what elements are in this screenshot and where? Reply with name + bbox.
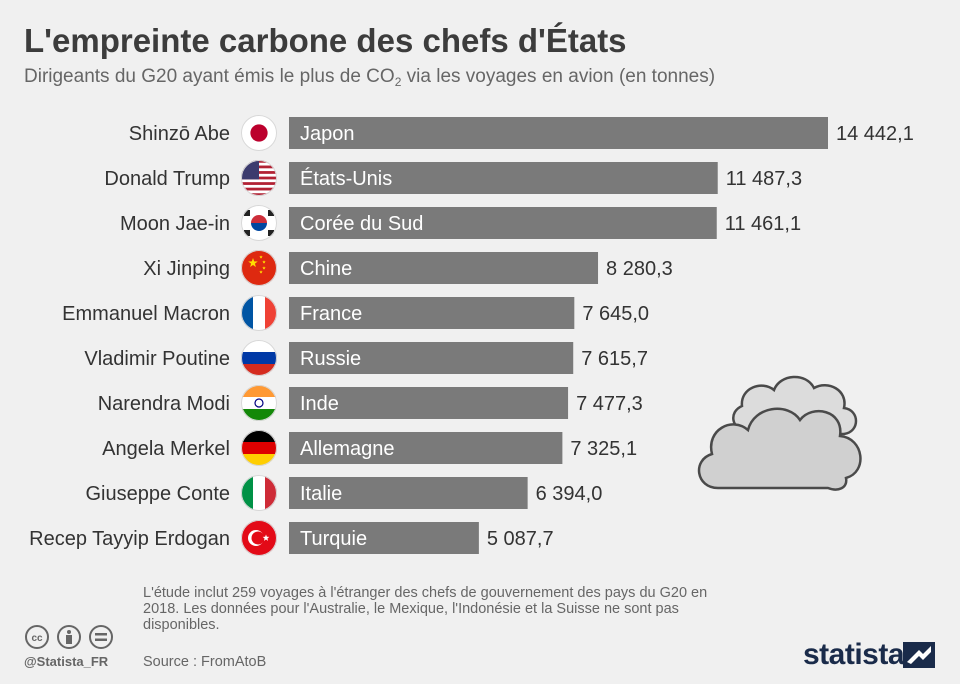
statista-credit: @Statista_FR: [24, 654, 109, 669]
italy-flag: [241, 475, 277, 511]
attribution-icon: [57, 625, 81, 649]
chart-row: Angela Merkel Allemagne 7 325,1: [102, 430, 637, 466]
bar: [289, 387, 569, 419]
chart-row: Recep Tayyip Erdogan Turquie 5 087,7: [29, 520, 554, 556]
svg-text:cc: cc: [31, 633, 43, 644]
chart-row: Vladimir Poutine Russie 7 615,7: [84, 340, 648, 376]
leader-name: Giuseppe Conte: [85, 483, 230, 505]
value-label: 7 615,7: [581, 348, 648, 370]
cloud-icon: [697, 375, 862, 491]
bar: [289, 342, 574, 374]
leader-name: Moon Jae-in: [120, 213, 230, 235]
leader-name: Xi Jinping: [143, 258, 230, 280]
country-label: Italie: [300, 483, 342, 505]
leader-name: Angela Merkel: [102, 438, 230, 460]
country-label: Russie: [300, 348, 361, 370]
value-label: 8 280,3: [606, 258, 673, 280]
south-korea-flag: [241, 205, 277, 241]
value-label: 7 645,0: [582, 303, 649, 325]
value-label: 6 394,0: [536, 483, 603, 505]
value-label: 11 487,3: [726, 168, 802, 190]
source: Source : FromAtoB: [143, 654, 267, 670]
chart-row: Moon Jae-in Corée du Sud 11 461,1: [120, 205, 801, 241]
country-label: Chine: [300, 258, 352, 280]
value-label: 7 325,1: [570, 438, 637, 460]
leader-name: Vladimir Poutine: [84, 348, 230, 370]
country-label: Allemagne: [300, 438, 395, 460]
statista-logo-icon: [903, 642, 935, 668]
chart-row: Giuseppe Conte Italie 6 394,0: [85, 475, 602, 511]
germany-flag: [241, 430, 277, 466]
chart-row: Shinzō Abe Japon 14 442,1: [129, 115, 914, 151]
statista-logo: statista: [803, 638, 905, 671]
cc-icon: cc: [25, 625, 49, 649]
value-label: 5 087,7: [487, 528, 554, 550]
russia-flag: [241, 340, 277, 376]
chart-row: Emmanuel Macron France 7 645,0: [62, 295, 649, 331]
no-derivatives-icon: [89, 625, 113, 649]
leader-name: Donald Trump: [104, 168, 230, 190]
bar-chart: Shinzō Abe Japon 14 442,1 Donald Trump États…: [29, 115, 914, 556]
country-label: Inde: [300, 393, 339, 415]
turkey-flag: [241, 520, 277, 556]
country-label: Corée du Sud: [300, 213, 423, 235]
chart-title: L'empreinte carbone des chefs d'États: [24, 22, 627, 59]
value-label: 14 442,1: [836, 123, 914, 145]
bar: [289, 522, 479, 554]
bar: [289, 432, 563, 464]
chart-subtitle: Dirigeants du G20 ayant émis le plus de …: [24, 66, 716, 89]
leader-name: Emmanuel Macron: [62, 303, 230, 325]
country-label: Japon: [300, 123, 355, 145]
license-icons: cc: [25, 625, 113, 649]
footnote: L'étude inclut 259 voyages à l'étranger …: [143, 585, 708, 633]
bar: [289, 207, 717, 239]
country-label: Turquie: [300, 528, 367, 550]
country-label: France: [300, 303, 362, 325]
bar: [289, 252, 599, 284]
country-label: États-Unis: [300, 167, 392, 190]
china-flag: [241, 250, 277, 286]
chart-row: Donald Trump États-Unis 11 487,3: [104, 160, 802, 196]
chart-row: Xi Jinping Chine 8 280,3: [143, 250, 673, 286]
value-label: 11 461,1: [725, 213, 801, 235]
bar: [289, 477, 528, 509]
chart-row: Narendra Modi Inde 7 477,3: [98, 385, 643, 421]
usa-flag: [241, 160, 277, 196]
bar: [289, 297, 575, 329]
japan-flag: [241, 115, 277, 151]
bar: [289, 117, 828, 149]
leader-name: Shinzō Abe: [129, 123, 230, 145]
france-flag: [241, 295, 277, 331]
india-flag: [241, 385, 277, 421]
bar: [289, 162, 718, 194]
value-label: 7 477,3: [576, 393, 643, 415]
leader-name: Narendra Modi: [98, 393, 230, 415]
leader-name: Recep Tayyip Erdogan: [29, 528, 230, 550]
